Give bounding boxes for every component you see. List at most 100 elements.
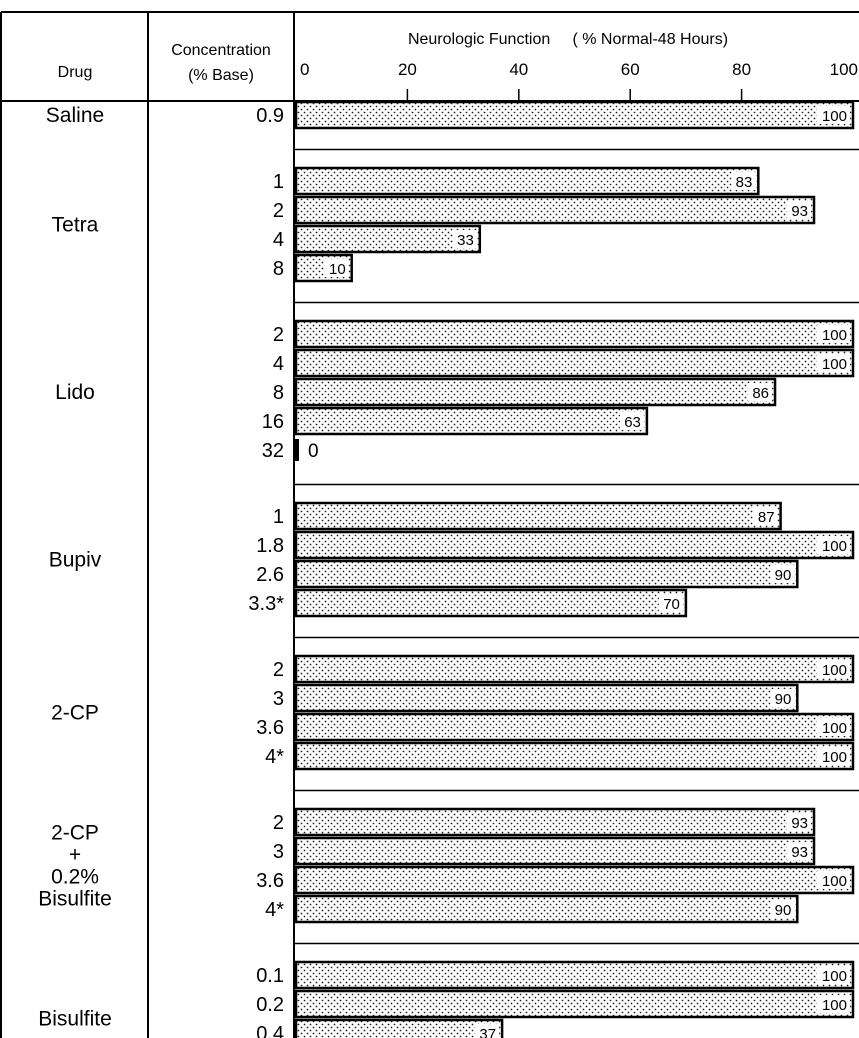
drug-name: + [69,844,81,867]
drug-name: 2-CP [51,822,99,845]
concentration-label: 3.6 [256,870,284,892]
concentration-label: 4* [265,899,284,921]
bar [294,1018,504,1038]
bar-label-backdrop [787,842,812,860]
drug-name: Tetra [52,214,99,237]
concentration-label: 8 [273,382,284,404]
x-tick-label: 0 [300,60,309,79]
concentration-label: 3.3* [248,593,284,615]
bar-value-label: 100 [822,749,847,766]
concentration-label: 16 [262,411,284,433]
concentration-label: 2.6 [256,564,284,586]
bar-value-label: 93 [791,815,808,832]
drug-name: Bupiv [49,549,102,572]
bar-label-backdrop [770,689,795,707]
bar-value-label: 100 [822,662,847,679]
drug-name: 0.2% [51,866,99,889]
bar-label-backdrop [748,383,773,401]
concentration-label: 4* [265,746,284,768]
concentration-label: 8 [273,258,284,280]
bar-value-label: 100 [822,356,847,373]
concentration-label: 3 [273,688,284,710]
bar-label-backdrop [452,230,477,248]
drug-header: Drug [58,64,93,81]
x-tick-label: 100 [830,60,858,79]
bar-label-backdrop [817,536,850,554]
bar [295,439,299,461]
bar [294,195,816,225]
bar-value-label: 90 [775,691,792,708]
bar-label-backdrop [817,871,850,889]
bar-value-label: 93 [791,844,808,861]
bar-label-backdrop [817,106,850,124]
bar-value-label: 63 [624,414,641,431]
concentration-label: 0.9 [256,105,284,127]
bar [294,319,855,349]
concentration-label: 0.1 [256,965,284,987]
concentration-label: 32 [262,440,284,462]
drug-name: 2-CP [51,702,99,725]
bar-value-label: 0 [308,441,319,462]
bar [294,559,799,589]
bar-label-backdrop [770,565,795,583]
bar [294,807,816,837]
drug-name: Saline [46,104,104,127]
bar-value-label: 83 [736,174,753,191]
bar [294,865,855,895]
x-tick-label: 40 [509,60,528,79]
concentration-label: 4 [273,353,284,375]
bar-value-label: 86 [752,385,769,402]
bar-value-label: 100 [822,327,847,344]
bar-label-backdrop [817,718,850,736]
x-tick-label: 80 [732,60,751,79]
bar [294,377,777,407]
function-axis-title: Neurologic Function ( % Normal-48 Hours) [408,31,728,48]
bar-label-backdrop [787,201,812,219]
bar-value-label: 10 [329,261,346,278]
bar [294,989,855,1019]
bar-value-label: 90 [775,902,792,919]
concentration-label: 1 [273,171,284,193]
drug-groups: Saline 0.9Tetra1248Lido2481632Bupiv11.82.… [38,104,859,1038]
bar [294,224,482,254]
bar-label-backdrop [658,594,683,612]
bar [294,588,688,618]
drug-name: Bisulfite [38,888,112,911]
bar-value-label: 37 [479,1026,496,1038]
concentration-label: 3 [273,841,284,863]
bars: 100 83 93 33 10 100 100 86 63 0 87 100 90 70 100 90 100 1… [294,100,855,1038]
bar-label-backdrop [817,747,850,765]
bar-label-backdrop [475,1024,500,1038]
bar [294,406,649,436]
bar-value-label: 70 [663,596,680,613]
bar-label-backdrop [770,900,795,918]
bar-label-backdrop [787,813,812,831]
bar-value-label: 93 [791,203,808,220]
x-axis-ticks: 0 20 40 60 80 100 [300,60,858,101]
bar [294,683,799,713]
bar-label-backdrop [817,966,850,984]
bar-value-label: 100 [822,108,847,125]
bar-label-backdrop [324,259,349,277]
bar [294,960,855,990]
bar-label-backdrop [619,412,644,430]
concentration-label: 0.2 [256,994,284,1016]
drug-name: Bisulfite [38,1008,112,1031]
bar [294,836,816,866]
bar [294,100,855,130]
bar [294,654,855,684]
bar-label-backdrop [731,172,756,190]
bar-value-label: 87 [758,509,775,526]
bar-value-label: 100 [822,720,847,737]
bar-value-label: 33 [457,232,474,249]
bar [294,894,799,924]
concentration-label: 2 [273,812,284,834]
concentration-label: 1.8 [256,535,284,557]
concentration-header-line2: (% Base) [188,67,254,84]
bar-label-backdrop [753,507,778,525]
bar [294,501,782,531]
bar-value-label: 100 [822,968,847,985]
bar-label-backdrop [817,995,850,1013]
concentration-label: 1 [273,506,284,528]
